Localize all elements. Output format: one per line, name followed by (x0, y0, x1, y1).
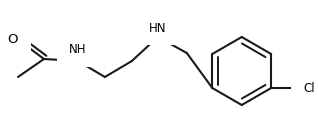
Text: Cl: Cl (303, 82, 315, 95)
Text: O: O (8, 33, 18, 46)
Text: HN: HN (149, 21, 167, 34)
Text: NH: NH (69, 43, 87, 56)
